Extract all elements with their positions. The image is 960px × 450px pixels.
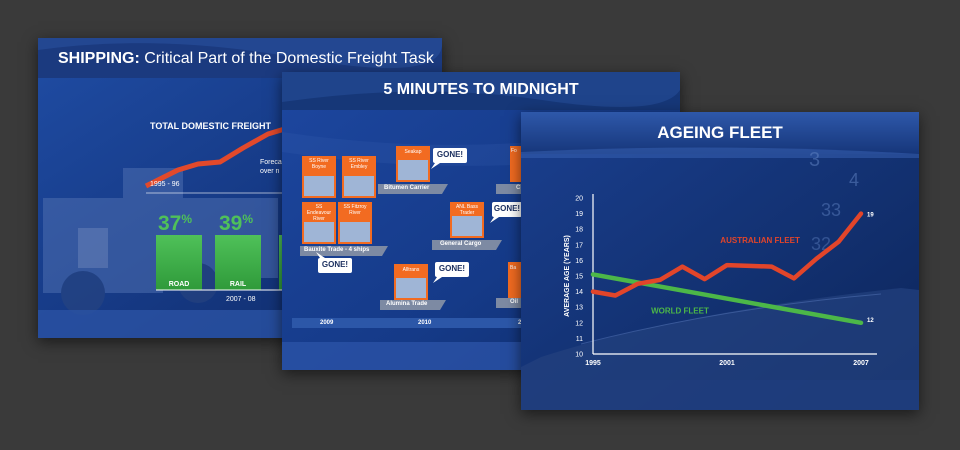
label-partial-oil: Oil (510, 299, 519, 305)
card-seakap: Seakap (404, 149, 422, 155)
label-general-cargo: General Cargo (440, 241, 482, 247)
bg-number-4: 4 (849, 170, 859, 190)
gone-bubble-2: GONE! (493, 204, 521, 213)
y-tick-label: 15 (575, 274, 583, 281)
gone-bubble-4: GONE! (321, 260, 349, 269)
slide-five-minutes-title: 5 MINUTES TO MIDNIGHT (383, 81, 579, 98)
y-tick-label: 17 (575, 242, 583, 249)
road-pct-sign: % (181, 212, 193, 226)
bg-number-3: 3 (809, 149, 820, 171)
card-endeavour-river: SS Endeavour River (306, 204, 332, 222)
y-tick-label: 13 (575, 305, 583, 312)
timeline-2009: 2009 (320, 320, 334, 326)
world-fleet-legend: WORLD FLEET (651, 306, 709, 315)
start-year-label: 1995 - 96 (150, 181, 180, 188)
ageing-fleet-title: AGEING FLEET (657, 123, 783, 142)
slide-shipping-title: SHIPPING: Critical Part of the Domestic … (58, 50, 434, 68)
y-tick-label: 12 (575, 320, 583, 327)
x-tick-label: 2007 (853, 360, 869, 367)
card-partial-1: Fo (511, 148, 517, 154)
timeline-partial: 2 (518, 320, 522, 326)
australian-fleet-line (590, 211, 864, 298)
australian-end-value: 19 (867, 213, 874, 219)
label-bauxite-trade: Bauxite Trade - 4 ships (304, 247, 370, 253)
ship-cards (302, 146, 522, 300)
australian-fleet-legend: AUSTRALIAN FLEET (720, 236, 800, 245)
y-axis-label: AVERAGE AGE (YEARS) (564, 235, 571, 317)
card-river-boyne: SS River Boyne (309, 158, 329, 170)
label-bitumen-carrier: Bitumen Carrier (384, 185, 430, 191)
freight-chart-title: TOTAL DOMESTIC FREIGHT (150, 121, 271, 131)
freight-line (144, 125, 289, 189)
road-pct-value: 37 (158, 212, 182, 235)
road-percentage: 37% (158, 212, 192, 236)
x-tick-label: 2001 (719, 360, 735, 367)
forecast-text: Foreca over n (260, 158, 282, 176)
chart-labels: AUSTRALIAN FLEET WORLD FLEET 19 12 (651, 213, 874, 324)
y-tick-label: 16 (575, 258, 583, 265)
card-alltrans: Alltrans (402, 267, 420, 273)
card-river-embley: SS River Embley (349, 158, 369, 170)
y-tick-label: 14 (575, 289, 583, 296)
y-tick-label: 10 (575, 352, 583, 359)
rail-label: RAIL (229, 281, 247, 288)
label-partial-c: C (516, 185, 521, 191)
rail-bar (215, 235, 261, 290)
y-tick-label: 20 (575, 196, 583, 203)
y-tick-label: 18 (575, 227, 583, 234)
label-ribbons (300, 184, 526, 310)
title-rest: Critical Part of the Domestic Freight Ta… (144, 50, 434, 67)
road-label: ROAD (168, 281, 190, 288)
rail-percentage: 39% (219, 212, 253, 236)
gone-bubble-1: GONE! (436, 150, 464, 159)
y-tick-label: 19 (575, 211, 583, 218)
road-bar (156, 235, 202, 290)
gone-bubbles (316, 148, 522, 283)
year-label: 2007 - 08 (226, 296, 256, 303)
card-partial-2: Ba (510, 265, 517, 271)
bg-number-33: 33 (821, 200, 841, 220)
timeline-2010: 2010 (418, 320, 432, 326)
world-end-value: 12 (867, 318, 874, 324)
ship-hull-silhouette (521, 288, 919, 410)
title-bold: SHIPPING: (58, 50, 140, 67)
x-tick-label: 1995 (585, 360, 601, 367)
forecast-line-1: Foreca (260, 159, 282, 166)
slide-ageing-fleet: 3 4 33 32 20 19 18 17 16 15 14 13 12 11 10 1995 2001… (521, 112, 919, 410)
card-anl-bass-trader: ANL Bass Trader (455, 204, 479, 216)
gone-bubble-3: GONE! (438, 264, 466, 273)
rail-pct-value: 39 (219, 212, 243, 235)
forecast-line-2: over n (260, 168, 280, 175)
card-fitzroy-river: SS Fitzroy River (343, 204, 367, 216)
label-alumina-trade: Alumina Trade (386, 301, 428, 307)
y-tick-label: 11 (576, 336, 583, 343)
chart-series (590, 211, 864, 326)
rail-pct-sign: % (242, 212, 254, 226)
